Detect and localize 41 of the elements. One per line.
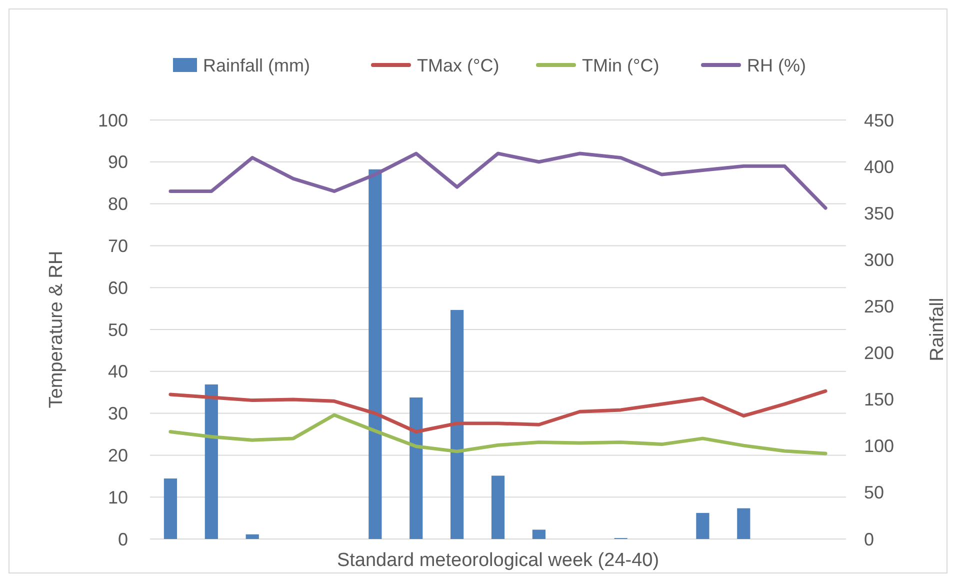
y-tick-label: 40	[108, 362, 128, 382]
y-tick-label: 30	[108, 404, 128, 424]
y2-tick-label: 250	[864, 296, 894, 317]
bar	[204, 384, 218, 539]
y2-tick-label: 400	[864, 156, 894, 177]
y2-tick-label: 150	[864, 390, 894, 410]
legend-label: Rainfall (mm)	[203, 55, 310, 76]
y2-tick-label: 0	[864, 529, 874, 550]
bar	[368, 169, 382, 539]
y2-tick-label: 300	[864, 250, 894, 270]
bar	[737, 508, 750, 539]
bar	[410, 397, 423, 539]
line-series	[168, 152, 828, 210]
y2-tick-label: 100	[864, 436, 894, 456]
y-tick-label: 50	[108, 320, 128, 340]
y-tick-label: 100	[98, 110, 128, 130]
y-tick-label: 90	[108, 152, 128, 172]
y-axis-title: Temperature & RH	[46, 250, 67, 408]
bar	[246, 534, 259, 539]
y2-tick-label: 450	[864, 110, 894, 130]
legend-label: RH (%)	[747, 55, 806, 76]
y2-tick-label: 50	[864, 482, 884, 503]
bar	[164, 478, 178, 539]
legend-label: TMax (°C)	[417, 55, 500, 76]
bar	[532, 530, 546, 539]
y-tick-label: 70	[108, 236, 128, 256]
legend-label: TMin (°C)	[582, 55, 660, 76]
x-axis-title: Standard meteorological week (24-40)	[336, 550, 660, 571]
y2-tick-label: 350	[864, 203, 894, 224]
y2-tick-label: 200	[864, 343, 894, 364]
bar	[696, 512, 710, 539]
y2-axis-title: Rainfall	[927, 298, 948, 362]
line-series	[168, 389, 828, 434]
bar	[491, 476, 505, 539]
y-tick-label: 80	[108, 194, 128, 214]
bar	[450, 310, 464, 539]
y-tick-label: 10	[108, 487, 128, 508]
y-tick-label: 60	[108, 278, 128, 298]
y-tick-label: 20	[108, 446, 128, 466]
y-tick-label: 0	[118, 529, 128, 550]
line-series	[168, 413, 828, 456]
